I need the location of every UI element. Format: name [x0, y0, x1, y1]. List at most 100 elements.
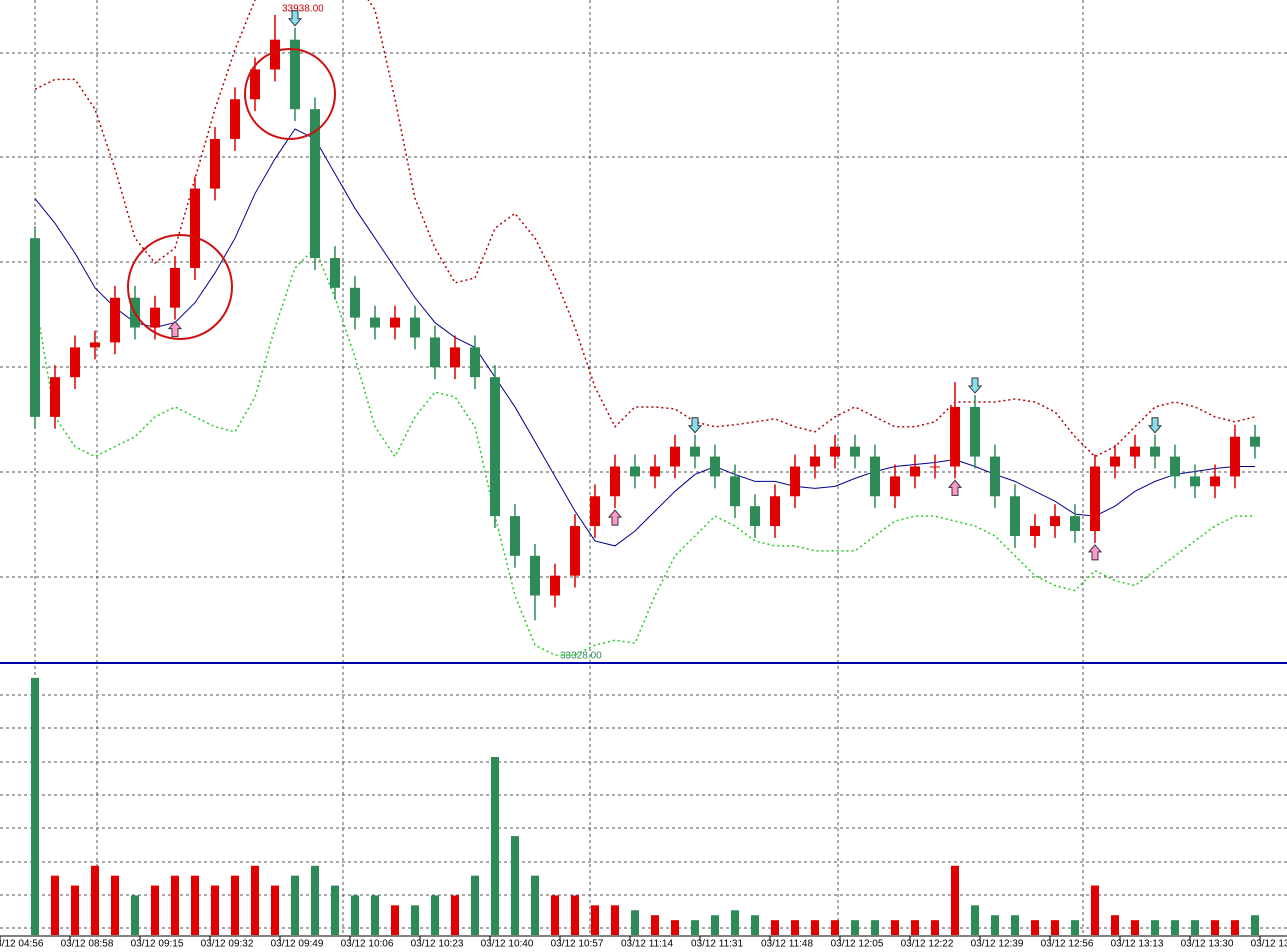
- candle-body: [1090, 466, 1100, 532]
- candle-body: [390, 317, 400, 328]
- volume-bar: [371, 895, 379, 935]
- candle-body: [730, 476, 740, 507]
- x-tick-label: 03/12 09:32: [201, 939, 254, 950]
- x-tick-label: 03/12 09:49: [271, 939, 324, 950]
- volume-bar: [1151, 920, 1159, 935]
- volume-bar: [1191, 920, 1199, 935]
- volume-bar: [911, 920, 919, 935]
- buy-arrow: [947, 479, 963, 496]
- volume-bar: [211, 885, 219, 935]
- candle-body: [230, 99, 240, 139]
- candle-body: [1010, 496, 1020, 536]
- candle-body: [530, 555, 540, 596]
- volume-bar: [71, 885, 79, 935]
- candle-body: [190, 188, 200, 268]
- candle-body: [170, 267, 180, 308]
- candle-body: [990, 456, 1000, 497]
- volume-bar: [351, 895, 359, 935]
- candle-body: [610, 466, 620, 497]
- volume-bar: [151, 885, 159, 935]
- volume-bar: [831, 920, 839, 935]
- volume-bar: [1091, 885, 1099, 935]
- candle-body: [90, 342, 100, 348]
- volume-bar: [631, 910, 639, 935]
- volume-bar: [171, 875, 179, 935]
- candle-body: [470, 347, 480, 378]
- candle-body: [370, 317, 380, 328]
- volume-bar: [251, 865, 259, 935]
- highlight-circle: [127, 234, 233, 340]
- candle-body: [670, 446, 680, 467]
- candle-body: [1210, 476, 1220, 487]
- volume-bar: [391, 905, 399, 935]
- volume-bar: [591, 905, 599, 935]
- volume-bar: [431, 895, 439, 935]
- candle-body: [790, 466, 800, 497]
- x-tick-label: 03/12 10:57: [551, 939, 604, 950]
- candle-body: [870, 456, 880, 497]
- candle-body: [1150, 446, 1160, 457]
- candle-body: [510, 516, 520, 556]
- buy-arrow: [1087, 544, 1103, 561]
- volume-bar: [691, 920, 699, 935]
- volume-bar: [411, 905, 419, 935]
- volume-bar: [731, 910, 739, 935]
- volume-bar: [931, 920, 939, 935]
- volume-bar: [1011, 915, 1019, 935]
- candle-body: [1170, 456, 1180, 477]
- x-tick-label: 03/12 10:40: [481, 939, 534, 950]
- candle-body: [890, 476, 900, 497]
- candle-body: [110, 297, 120, 343]
- volume-panel: [31, 677, 1259, 935]
- volume-bar: [331, 885, 339, 935]
- volume-bar: [291, 875, 299, 935]
- candle-body: [310, 109, 320, 259]
- volume-bar: [531, 875, 539, 935]
- volume-bar: [1231, 920, 1239, 935]
- buy-arrow: [167, 320, 183, 338]
- sell-arrow: [967, 377, 983, 394]
- candle-body: [910, 466, 920, 477]
- x-tick-label: 03/12 11:31: [691, 939, 744, 950]
- volume-bar: [471, 875, 479, 935]
- candle-body: [450, 347, 460, 368]
- candle-body: [970, 406, 980, 457]
- candle-body: [1190, 476, 1200, 487]
- volume-bar: [1171, 920, 1179, 935]
- volume-bar: [1111, 915, 1119, 935]
- candle-body: [650, 466, 660, 477]
- candle-body: [30, 238, 40, 417]
- volume-bar: [651, 915, 659, 935]
- candle-body: [350, 287, 360, 318]
- volume-bar: [131, 895, 139, 935]
- x-tick-label: 03/12 13:13: [1111, 939, 1164, 950]
- candle-body: [490, 377, 500, 517]
- x-axis-labels: 03/12 04:56 03/12 08:58 03/12 09:15 03/12 0…: [0, 936, 1287, 950]
- high-label: 33938.00: [282, 4, 324, 15]
- candle-body: [1030, 526, 1040, 536]
- x-tick-label: 03/12 09:15: [131, 939, 184, 950]
- candle-body: [850, 446, 860, 457]
- sell-arrow: [287, 10, 303, 27]
- candle-body: [50, 377, 60, 417]
- volume-bar: [311, 865, 319, 935]
- volume-bar: [1211, 920, 1219, 935]
- x-tick-label: 03/12 10:23: [411, 939, 464, 950]
- volume-bar: [891, 920, 899, 935]
- candle-body: [810, 456, 820, 467]
- highlight-circle: [244, 48, 336, 140]
- volume-bar: [711, 915, 719, 935]
- candle-body: [1250, 436, 1260, 447]
- volume-bar: [791, 920, 799, 935]
- candle-body: [590, 496, 600, 527]
- x-tick-label: 03/12 08:58: [61, 939, 114, 950]
- volume-bar: [751, 915, 759, 935]
- x-tick-label: 03/12 13:47: [1251, 939, 1287, 950]
- volume-bar: [951, 865, 959, 935]
- volume-bar: [811, 920, 819, 935]
- candle-body: [550, 575, 560, 596]
- candle-body: [430, 337, 440, 368]
- candle-body: [1070, 516, 1080, 532]
